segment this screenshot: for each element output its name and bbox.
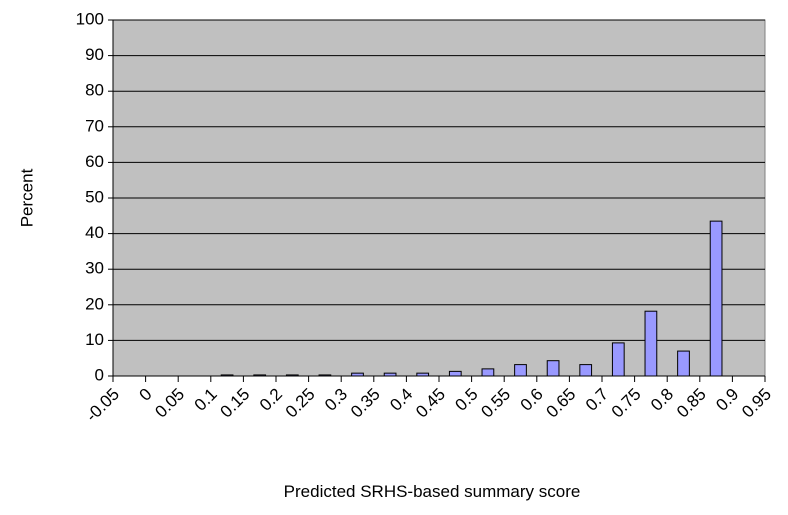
bar	[285, 374, 299, 377]
bar	[318, 374, 332, 377]
x-tick-label: 0.35	[347, 385, 384, 422]
y-tick-label: 90	[85, 45, 104, 64]
y-tick-label: 60	[85, 152, 104, 171]
x-tick-label: 0.85	[673, 385, 710, 422]
bar	[677, 350, 690, 377]
y-tick-label: 80	[85, 81, 104, 100]
y-tick-label: 100	[76, 9, 104, 28]
x-axis-label: Predicted SRHS-based summary score	[284, 482, 581, 501]
x-tick-label: 0.95	[738, 385, 775, 422]
y-tick-label: 70	[85, 116, 104, 135]
bar	[220, 374, 234, 377]
x-tick-label: 0.1	[191, 385, 221, 415]
y-tick-label: 20	[85, 294, 104, 313]
y-tick-label: 40	[85, 223, 104, 242]
bar	[611, 342, 625, 377]
x-tick-label: 0.2	[256, 385, 286, 415]
x-tick-label: 0.6	[517, 385, 547, 415]
bar	[546, 360, 560, 377]
x-tick-label: 0.75	[608, 385, 645, 422]
y-tick-label: 0	[95, 365, 104, 384]
x-tick-label: 0.15	[217, 385, 254, 422]
x-tick-label: 0.65	[543, 385, 580, 422]
bar	[579, 364, 593, 377]
x-tick-label: -0.05	[82, 385, 123, 426]
bar	[253, 374, 267, 377]
x-tick-label: 0.25	[282, 385, 319, 422]
x-tick-label: 0.05	[151, 385, 188, 422]
x-tick-label: 0	[135, 385, 155, 405]
x-tick-label: 0.5	[451, 385, 481, 415]
y-tick-label: 30	[85, 259, 104, 278]
y-tick-label: 50	[85, 187, 104, 206]
bar	[448, 370, 462, 377]
x-tick-label: 0.8	[647, 385, 677, 415]
bar	[383, 372, 397, 377]
y-axis-label: Percent	[17, 168, 36, 227]
bar	[514, 364, 527, 377]
x-tick-label: 0.7	[582, 385, 612, 415]
x-tick-label: 0.55	[477, 385, 514, 422]
x-tick-label: 0.3	[321, 385, 351, 415]
bar	[644, 310, 658, 377]
bar	[709, 220, 723, 377]
x-tick-label: 0.9	[712, 385, 742, 415]
x-tick-label: 0.4	[386, 385, 416, 415]
bar	[416, 372, 430, 377]
x-tick-label: 0.45	[412, 385, 449, 422]
y-tick-label: 10	[85, 330, 104, 349]
bar	[351, 372, 364, 377]
bar	[481, 368, 495, 377]
